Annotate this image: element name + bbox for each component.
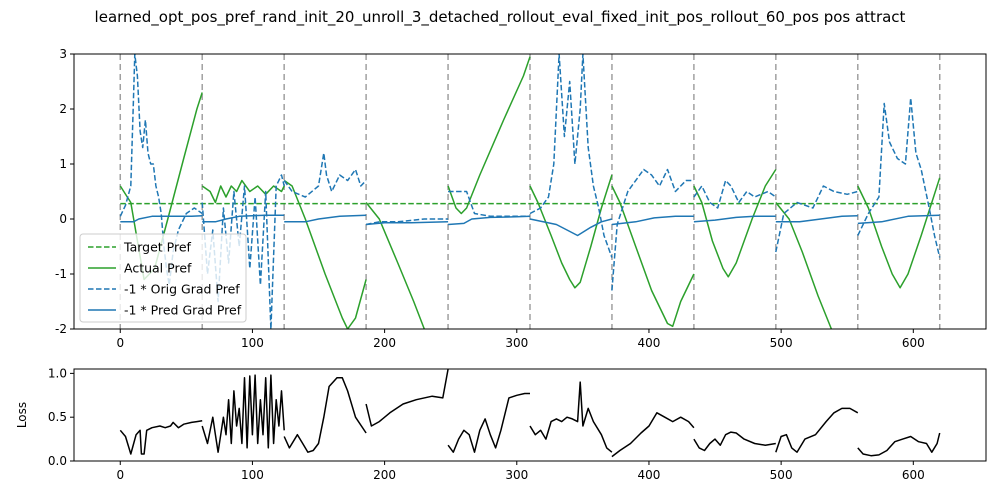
x-tick-label: 500 [770,336,793,350]
x-tick-label: 600 [902,336,925,350]
panel-1-axes-frame [73,53,987,330]
panel-1-series-1-pred-grad-pref-line [366,221,449,226]
panel-2-series-loss-line [365,369,449,427]
panel-1-series-1-orig-grad-pref-line [283,152,367,198]
y-tick-label: -1 [55,267,67,281]
panel-2-series-loss-line [201,374,285,453]
panel-2-axes-frame [73,368,987,462]
x-tick-label: 0 [116,468,124,482]
panel-2-series-loss-line [775,407,859,453]
panel-2-y-axis-label: Loss [15,402,29,428]
panel-1-series-1-orig-grad-pref-line [857,97,941,258]
y-tick-label: 2 [59,102,67,116]
panel-1-plot-area [119,54,941,329]
panel-1-series-actual-pref-line [857,177,941,289]
panel-2-series-loss-line [693,431,776,452]
legend-entry-label: -1 * Pred Grad Pref [124,303,242,318]
panel-1-series-actual-pref-line [611,185,695,328]
legend-entry-label: Target Pref [123,240,192,255]
panel-1-series-1-pred-grad-pref-line [284,214,367,223]
panel-2-series-loss-line [283,377,367,453]
figure-title: learned_opt_pos_pref_rand_init_20_unroll… [94,8,906,26]
panel-2-series-loss-line [611,412,695,458]
panel-1-series-1-orig-grad-pref-line [611,168,694,291]
panel-2-series-loss-line [857,432,941,457]
y-tick-label: 0 [59,212,67,226]
panel-1-series-1-pred-grad-pref-line [857,214,940,225]
x-tick-label: 200 [373,336,396,350]
legend-entry-label: Actual Pref [124,261,192,276]
panel-1-series-actual-pref-line [447,56,531,215]
y-tick-label: 1 [59,157,67,171]
panel-1-series-1-orig-grad-pref-line [119,54,203,286]
legend: Target Pref Actual Pref -1 * Orig Grad Pre… [79,233,247,323]
x-tick-label: 100 [241,336,264,350]
panel-1-series-1-pred-grad-pref-line [448,215,531,226]
legend-box [79,233,247,323]
panel-1-series-1-orig-grad-pref-line [529,54,613,258]
x-tick-label: 400 [638,336,661,350]
y-tick-label: 3 [59,47,67,61]
y-tick-label: 0.5 [48,410,67,424]
panel-1-series-1-orig-grad-pref-line [775,185,858,253]
panel-1-series-1-pred-grad-pref-line [693,215,776,223]
panel-1-series-actual-pref-line [529,174,613,289]
x-tick-label: 300 [505,468,528,482]
panel-1-series-actual-pref-line [365,202,425,329]
x-tick-label: 200 [373,468,396,482]
panel-1-series-actual-pref-line [775,202,833,329]
x-tick-label: 100 [241,468,264,482]
legend-entry-label: -1 * Orig Grad Pref [124,282,240,297]
x-tick-label: 600 [902,468,925,482]
y-tick-label: 0.0 [48,454,67,468]
x-tick-label: 500 [770,468,793,482]
panel-2-series-loss-line [529,381,613,453]
panel-1-series-actual-pref-line [201,179,285,204]
panel-1-series-1-pred-grad-pref-line [120,214,203,223]
panel-2-series-loss-line [119,419,203,455]
panel-1-series-1-pred-grad-pref-line [611,215,694,226]
x-tick-label: 0 [116,336,124,350]
panel-1-series-actual-pref-line [693,169,777,278]
panel-1-series-1-orig-grad-pref-line [693,179,777,209]
y-tick-label: -2 [55,322,67,336]
panel-2-plot-area [119,369,941,458]
y-tick-label: 1.0 [48,366,67,380]
x-tick-label: 300 [505,336,528,350]
panel-1-series-1-pred-grad-pref-line [202,214,285,223]
x-tick-label: 400 [638,468,661,482]
panel-2-series-loss-line [447,392,530,453]
panel-1-series-actual-pref-line [283,179,367,329]
panel-1-series-1-pred-grad-pref-line [529,218,613,237]
panel-1-series-1-orig-grad-pref-line [365,218,449,226]
panel-1-series-1-pred-grad-pref-line [775,214,858,223]
